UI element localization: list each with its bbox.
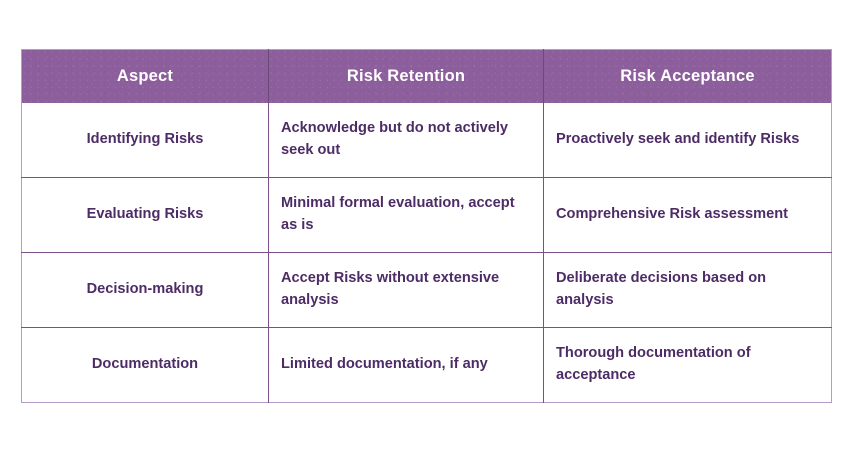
column-header-risk-acceptance: Risk Acceptance xyxy=(544,49,832,103)
cell-aspect: Evaluating Risks xyxy=(21,177,269,253)
cell-risk-retention: Minimal formal evaluation, accept as is xyxy=(268,177,544,253)
cell-aspect: Documentation xyxy=(21,327,269,403)
table-header: Aspect Risk Retention Risk Acceptance xyxy=(21,49,832,103)
cell-aspect: Decision-making xyxy=(21,252,269,328)
column-header-aspect: Aspect xyxy=(21,49,269,103)
cell-risk-retention: Limited documentation, if any xyxy=(268,327,544,403)
cell-risk-acceptance: Thorough documentation of acceptance xyxy=(543,327,832,403)
table-row: Decision-making Accept Risks without ext… xyxy=(21,252,832,328)
table-body: Identifying Risks Acknowledge but do not… xyxy=(21,102,832,403)
column-header-risk-retention: Risk Retention xyxy=(268,49,544,103)
table-row: Evaluating Risks Minimal formal evaluati… xyxy=(21,177,832,253)
table-row: Identifying Risks Acknowledge but do not… xyxy=(21,102,832,178)
cell-risk-acceptance: Proactively seek and identify Risks xyxy=(556,130,800,147)
table-header-row: Aspect Risk Retention Risk Acceptance xyxy=(21,49,832,103)
risk-comparison-table: Aspect Risk Retention Risk Acceptance Id… xyxy=(21,49,832,403)
cell-aspect: Identifying Risks xyxy=(21,102,269,178)
cell-risk-acceptance: Comprehensive Risk assessment xyxy=(543,177,832,253)
cell-risk-retention: Accept Risks without extensive analysis xyxy=(268,252,544,328)
cell-risk-retention: Acknowledge but do not actively seek out xyxy=(268,102,544,178)
table-row: Documentation Limited documentation, if … xyxy=(21,327,832,403)
cell-risk-acceptance: Deliberate decisions based on analysis xyxy=(543,252,832,328)
